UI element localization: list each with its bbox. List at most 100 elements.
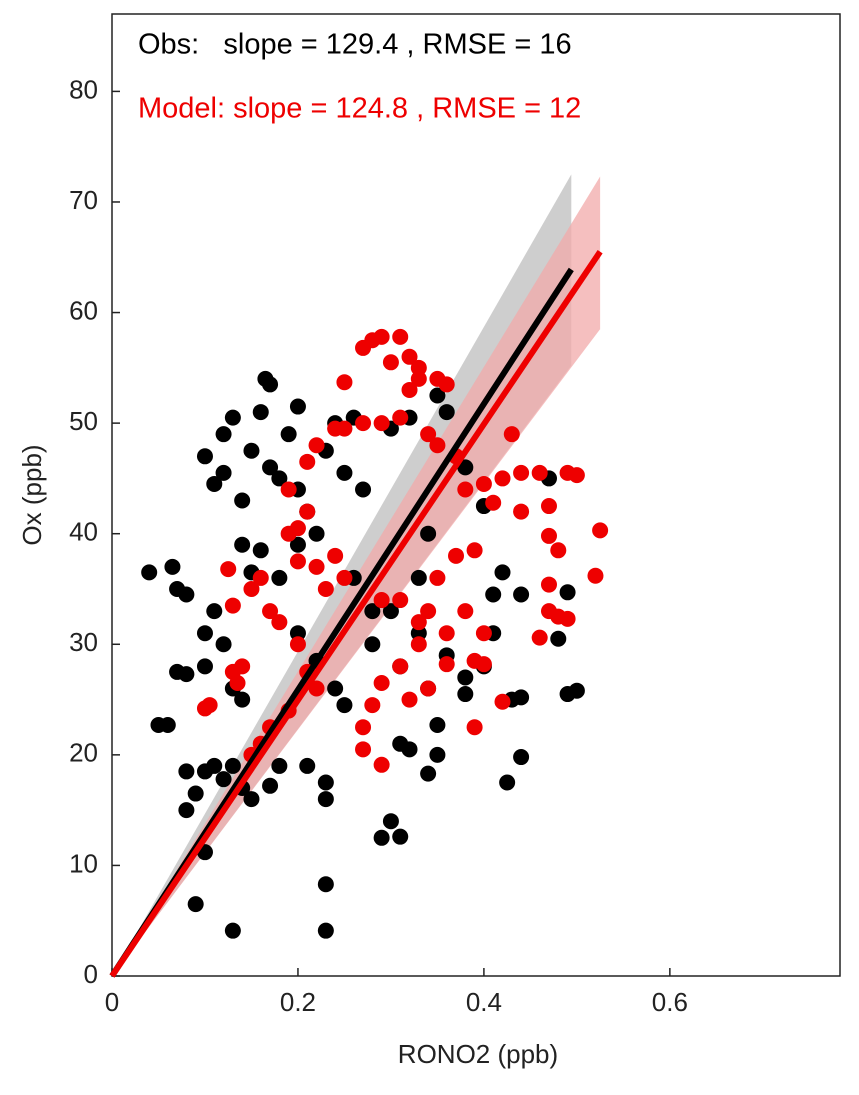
point — [234, 492, 251, 509]
point — [540, 498, 557, 515]
point — [457, 603, 474, 620]
x-tick-label: 0.6 — [652, 987, 688, 1017]
y-tick-label: 80 — [69, 74, 98, 104]
point — [229, 674, 246, 691]
point — [164, 558, 181, 575]
point — [224, 409, 241, 426]
point — [503, 426, 520, 443]
point — [196, 448, 213, 465]
point — [438, 376, 455, 393]
point — [262, 777, 279, 794]
point — [355, 481, 372, 498]
point — [178, 586, 195, 603]
point — [289, 625, 306, 642]
y-axis-label: Ox (ppb) — [17, 444, 47, 545]
point — [215, 771, 232, 788]
point — [178, 763, 195, 780]
point — [392, 828, 409, 845]
point — [494, 693, 511, 710]
point — [308, 558, 325, 575]
point — [141, 564, 158, 581]
point — [206, 603, 223, 620]
point — [336, 697, 353, 714]
point — [224, 922, 241, 939]
point — [410, 569, 427, 586]
point — [448, 547, 465, 564]
point — [373, 415, 390, 432]
point — [382, 813, 399, 830]
x-axis-label: RONO2 (ppb) — [398, 1039, 558, 1069]
point — [429, 387, 446, 404]
point — [257, 370, 274, 387]
point — [317, 922, 334, 939]
point — [559, 610, 576, 627]
point — [243, 791, 260, 808]
x-tick-label: 0.4 — [466, 987, 502, 1017]
point — [234, 658, 251, 675]
point — [429, 437, 446, 454]
point — [187, 896, 204, 913]
y-tick-label: 20 — [69, 738, 98, 768]
point — [308, 680, 325, 697]
point — [429, 746, 446, 763]
point — [243, 442, 260, 459]
point — [438, 625, 455, 642]
point — [373, 328, 390, 345]
point — [410, 370, 427, 387]
point — [201, 697, 218, 714]
point — [475, 475, 492, 492]
point — [364, 603, 381, 620]
point — [559, 584, 576, 601]
point — [196, 658, 213, 675]
point — [429, 716, 446, 733]
point — [392, 658, 409, 675]
y-tick-label: 30 — [69, 627, 98, 657]
point — [327, 680, 344, 697]
point — [438, 404, 455, 421]
point — [252, 542, 269, 559]
point — [206, 757, 223, 774]
y-tick-label: 70 — [69, 185, 98, 215]
point — [271, 757, 288, 774]
point — [540, 527, 557, 544]
point — [513, 503, 530, 520]
plot-frame — [111, 13, 841, 977]
point — [373, 674, 390, 691]
point — [420, 525, 437, 542]
point — [224, 757, 241, 774]
point — [299, 503, 316, 520]
point — [224, 597, 241, 614]
point — [308, 525, 325, 542]
y-tick-label: 0 — [84, 959, 98, 989]
point — [317, 876, 334, 893]
point — [215, 636, 232, 653]
point — [355, 741, 372, 758]
x-tick-label: 0.2 — [280, 987, 316, 1017]
point — [215, 426, 232, 443]
point — [410, 614, 427, 631]
point — [494, 564, 511, 581]
point — [420, 680, 437, 697]
point — [494, 470, 511, 487]
point — [485, 494, 502, 511]
point — [410, 359, 427, 376]
point — [540, 576, 557, 593]
point — [271, 470, 288, 487]
point — [187, 785, 204, 802]
point — [513, 586, 530, 603]
point — [289, 398, 306, 415]
point — [252, 404, 269, 421]
annotation: Model: slope = 124.8 , RMSE = 12 — [138, 93, 581, 125]
point — [243, 580, 260, 597]
point — [289, 536, 306, 553]
point — [392, 328, 409, 345]
point — [159, 716, 176, 733]
point — [289, 520, 306, 537]
point — [317, 580, 334, 597]
fit-line — [109, 250, 603, 978]
point — [401, 381, 418, 398]
point — [373, 829, 390, 846]
point — [178, 802, 195, 819]
point — [220, 561, 237, 578]
point — [587, 567, 604, 584]
